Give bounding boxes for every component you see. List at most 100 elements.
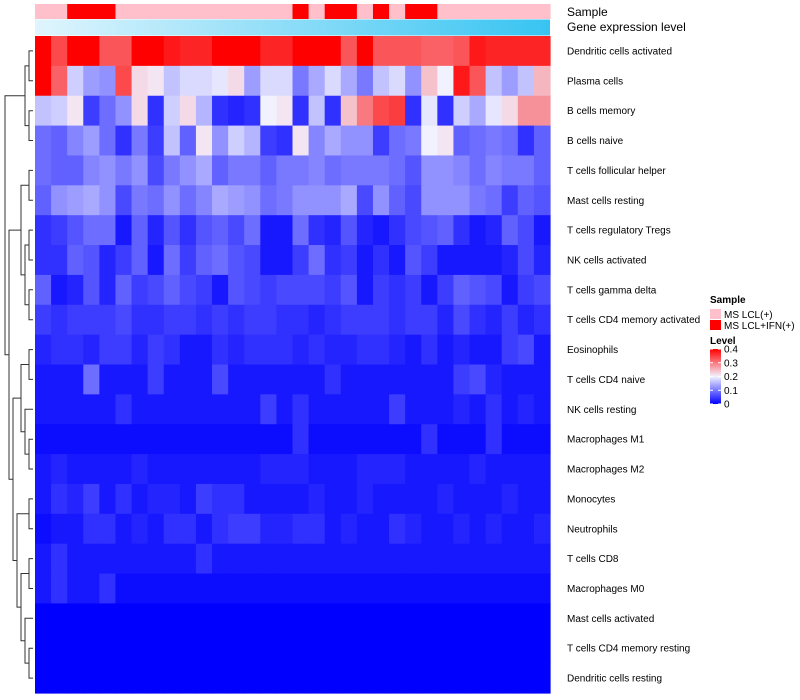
heatmap-cell — [83, 573, 100, 605]
row-label: B cells naive — [567, 136, 624, 147]
heatmap-cell — [389, 274, 406, 306]
heatmap-cell — [292, 65, 310, 97]
heatmap-cell — [501, 543, 519, 575]
heatmap-cell — [533, 573, 551, 605]
level-tick-label: 0.1 — [724, 386, 738, 397]
heatmap-cell — [99, 95, 117, 127]
heatmap-cell — [324, 274, 342, 306]
row-label: Neutrophils — [567, 524, 618, 535]
level-tick-label: 0 — [724, 400, 730, 411]
heatmap-cell — [276, 215, 294, 246]
heatmap-cell — [372, 573, 390, 605]
heatmap-cell — [308, 95, 326, 127]
heatmap-cell — [485, 125, 503, 157]
heatmap-cell — [67, 513, 84, 545]
heatmap-cell — [67, 424, 84, 455]
heatmap-cell — [163, 394, 181, 425]
heatmap-cell — [469, 36, 487, 67]
sample-cell — [389, 4, 406, 19]
legend-sample-swatch-1 — [710, 320, 721, 330]
heatmap-cell — [389, 633, 406, 664]
heatmap-cell — [533, 513, 551, 545]
heatmap-cell — [131, 36, 149, 67]
heatmap-cell — [372, 36, 390, 67]
heatmap-cell — [340, 36, 358, 67]
heatmap-cell — [437, 603, 455, 634]
heatmap-cell — [372, 394, 390, 425]
heatmap-cell — [340, 543, 358, 575]
heatmap-cell — [372, 424, 390, 455]
heatmap-cell — [421, 663, 438, 694]
heatmap-cell — [115, 513, 133, 545]
heatmap-cell — [340, 394, 358, 425]
heatmap-cell — [228, 513, 245, 545]
heatmap-cell — [308, 155, 326, 186]
heatmap-cell — [517, 513, 535, 545]
heatmap-cell — [147, 543, 165, 575]
heatmap-cell — [83, 424, 100, 455]
heatmap-cell — [372, 364, 390, 395]
heatmap-cell — [437, 633, 455, 664]
heatmap-cell — [163, 215, 181, 246]
heatmap-cell — [405, 573, 422, 605]
heatmap-cell — [163, 633, 181, 664]
heatmap-cell — [115, 215, 133, 246]
heatmap-cell — [195, 304, 213, 336]
heatmap-cell — [244, 274, 261, 306]
heatmap-cell — [147, 95, 165, 127]
heatmap-cell — [115, 603, 133, 634]
heatmap-cell — [244, 304, 261, 336]
heatmap-cell — [533, 364, 551, 395]
sample-cell — [131, 4, 149, 19]
heatmap-cell — [453, 36, 471, 67]
heatmap-cell — [389, 215, 406, 246]
heatmap-cell — [324, 663, 342, 694]
heatmap-cell — [195, 334, 213, 366]
heatmap-cell — [437, 543, 455, 575]
heatmap-cell — [372, 185, 390, 216]
heatmap-cell — [485, 274, 503, 306]
sample-cell — [501, 4, 519, 19]
heatmap-cell — [405, 394, 422, 425]
heatmap-cell — [421, 95, 438, 127]
heatmap-cell — [195, 663, 213, 694]
heatmap-cell — [179, 274, 197, 306]
heatmap-cell — [67, 36, 84, 67]
heatmap-cell — [421, 304, 438, 336]
heatmap-cell — [372, 633, 390, 664]
heatmap-cell — [260, 155, 277, 186]
heatmap-cell — [212, 304, 229, 336]
heatmap-cell — [67, 573, 84, 605]
heatmap-cell — [260, 125, 277, 157]
heatmap-cell — [195, 36, 213, 67]
heatmap-cell — [356, 424, 374, 455]
heatmap-cell — [115, 543, 133, 575]
heatmap-cell — [115, 633, 133, 664]
heatmap-cell — [163, 155, 181, 186]
heatmap-cell — [131, 274, 149, 306]
heatmap-cell — [340, 274, 358, 306]
heatmap-cell — [35, 513, 52, 545]
heatmap-cell — [485, 663, 503, 694]
heatmap-cell — [163, 603, 181, 634]
heatmap-cell — [244, 454, 261, 485]
heatmap-cell — [501, 394, 519, 425]
heatmap-cell — [356, 394, 374, 425]
heatmap-cell — [292, 663, 310, 694]
heatmap-cell — [389, 155, 406, 186]
heatmap-cell — [51, 364, 68, 395]
heatmap-cell — [51, 304, 68, 336]
heatmap-cell — [115, 95, 133, 127]
heatmap-cell — [469, 95, 487, 127]
heatmap-cell — [244, 513, 261, 545]
heatmap-cell — [147, 65, 165, 97]
heatmap-cell — [356, 245, 374, 276]
heatmap-cell — [292, 394, 310, 425]
heatmap-cell — [389, 334, 406, 366]
heatmap-cell — [437, 36, 455, 67]
heatmap-cell — [517, 633, 535, 664]
heatmap-cell — [163, 364, 181, 395]
sample-cell — [228, 4, 245, 19]
heatmap-cell — [485, 483, 503, 515]
heatmap-cell — [212, 125, 229, 157]
